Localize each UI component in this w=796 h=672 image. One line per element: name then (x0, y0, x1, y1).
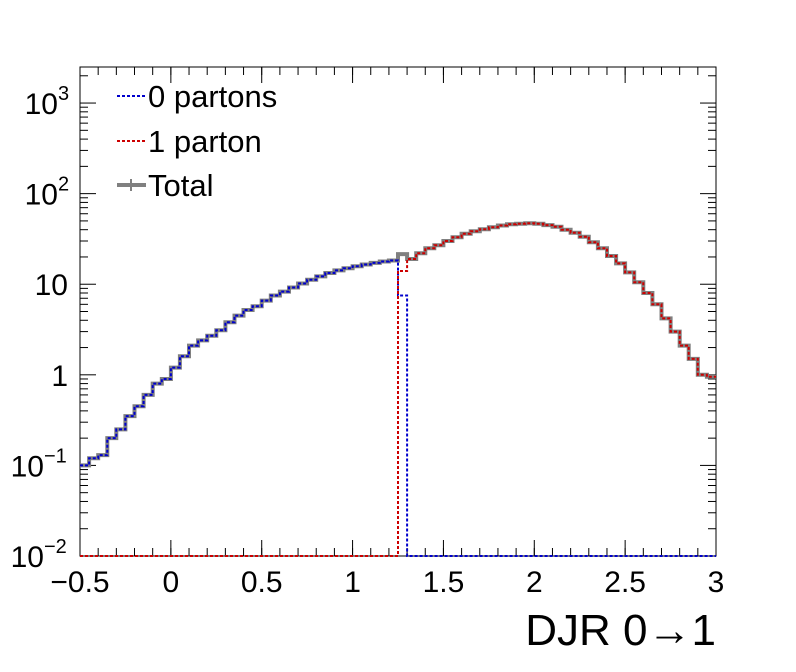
x-tick-labels: −0.5 0 0.5 1 1.5 2 2.5 3 (50, 566, 724, 599)
x-axis-title: DJR 0→1 (525, 606, 716, 655)
x-tick-label: 0.5 (241, 566, 283, 599)
x-tick-label: 2.5 (604, 566, 646, 599)
y-tick-exponent: 2 (58, 174, 69, 196)
x-tick-label: −0.5 (50, 566, 109, 599)
y-tick-exponent: −2 (44, 536, 67, 558)
y-tick-label: 10 (11, 541, 44, 574)
x-tick-label: 1 (344, 566, 361, 599)
legend-label: Total (148, 168, 213, 203)
series-layer (80, 221, 716, 557)
y-tick-exponent: 3 (58, 83, 69, 105)
x-tick-label: 1.5 (423, 566, 465, 599)
x-tick-label: 3 (708, 566, 725, 599)
y-tick-label: 10 (11, 450, 44, 483)
x-tick-label: 0 (163, 566, 180, 599)
y-tick-label: 1 (51, 360, 68, 393)
y-tick-label: 10 (25, 88, 58, 121)
major-ticks (79, 67, 717, 557)
legend: 0 partons 1 parton Total (117, 79, 277, 203)
series-line-0-partons (80, 259, 716, 557)
legend-label: 0 partons (148, 79, 277, 114)
y-tick-exponent: −1 (44, 445, 67, 467)
x-tick-label: 2 (526, 566, 543, 599)
y-tick-label: 10 (35, 269, 68, 302)
series-line-1-parton (80, 222, 716, 557)
y-tick-label: 10 (25, 179, 58, 212)
legend-label: 1 parton (148, 124, 262, 159)
